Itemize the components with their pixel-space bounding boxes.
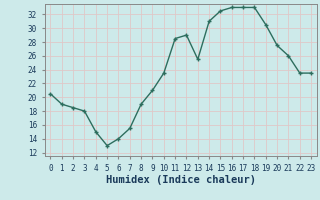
X-axis label: Humidex (Indice chaleur): Humidex (Indice chaleur) xyxy=(106,175,256,185)
